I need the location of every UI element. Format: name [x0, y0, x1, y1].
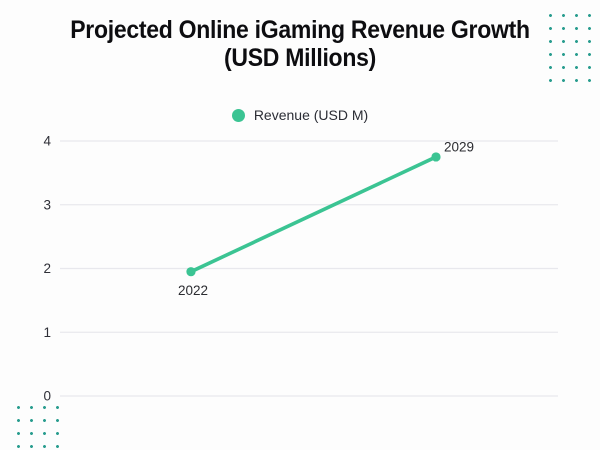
- point-label-2022: 2022: [178, 283, 208, 298]
- decorative-dot-grid-bottom-left: [9, 398, 65, 450]
- decorative-dot-grid-top-right: [541, 6, 594, 85]
- y-axis-tick-4: 4: [43, 134, 51, 149]
- y-axis-tick-3: 3: [43, 197, 51, 212]
- chart-title: Projected Online iGaming Revenue Growth …: [24, 16, 576, 72]
- data-point-2022[interactable]: [186, 267, 196, 277]
- legend-label: Revenue (USD M): [253, 107, 369, 123]
- chart-legend[interactable]: Revenue (USD M): [0, 107, 600, 123]
- y-axis-tick-0: 0: [43, 389, 51, 404]
- y-axis-tick-1: 1: [43, 325, 51, 340]
- revenue-series-line: [189, 155, 438, 274]
- chart-title-line2: (USD Millions): [223, 44, 377, 72]
- y-axis-tick-2: 2: [43, 261, 51, 276]
- data-point-2029[interactable]: [431, 152, 441, 162]
- legend-marker-icon: [231, 108, 245, 122]
- point-label-2029: 2029: [444, 139, 474, 154]
- chart-title-line1: Projected Online iGaming Revenue Growth: [70, 16, 530, 44]
